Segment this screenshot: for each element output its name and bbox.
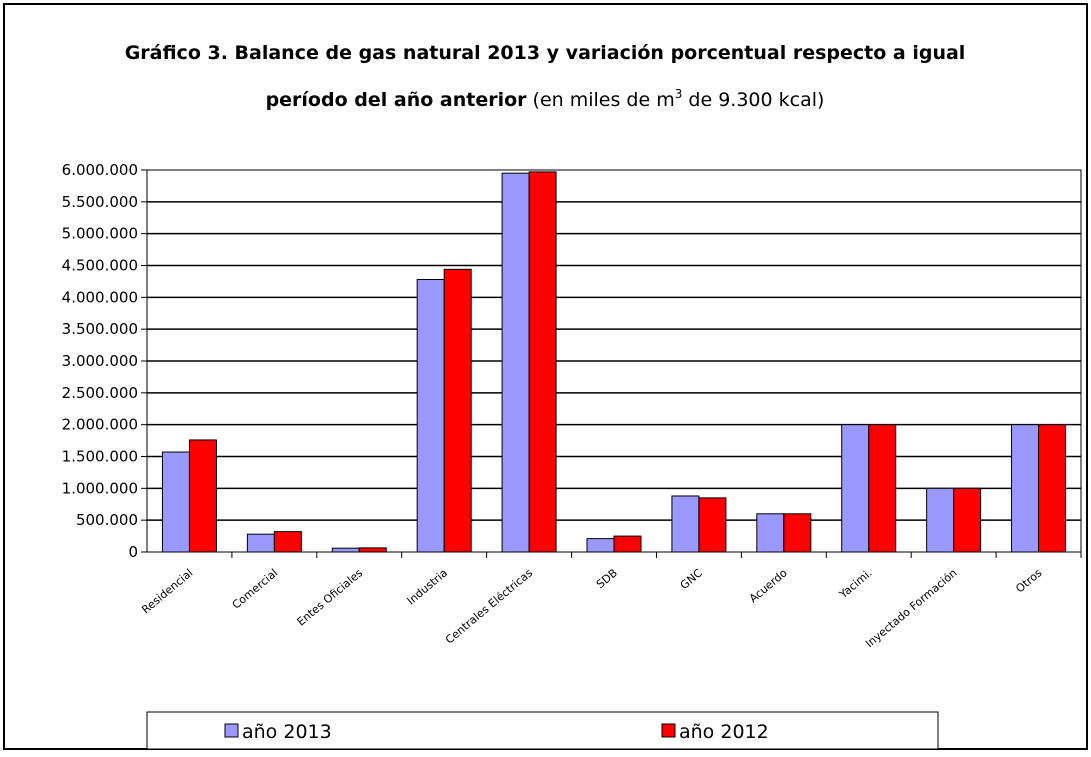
y-tick-label: 2.500.000 <box>62 384 138 402</box>
bar-series-2 <box>1038 424 1067 553</box>
y-axis-ticks: 0 500.000 1.000.000 1.500.000 2.000.000 2.500… <box>62 161 147 561</box>
bar-series-2 <box>188 439 217 553</box>
bar-series-1 <box>1011 424 1040 553</box>
bar-series-1 <box>841 424 870 553</box>
legend-swatch <box>224 723 239 738</box>
y-tick-label: 0 <box>128 543 138 561</box>
chart-title-line1: Gráfico 3. Balance de gas natural 2013 y… <box>125 42 966 64</box>
bar-series-1 <box>161 451 190 553</box>
legend-swatch <box>661 723 676 738</box>
bar-series-2 <box>613 535 642 553</box>
y-tick-label: 1.000.000 <box>62 479 138 497</box>
bar-series-2 <box>528 171 557 553</box>
bar-series-1 <box>586 538 615 553</box>
y-tick-label: 3.500.000 <box>62 320 138 338</box>
legend-label: año 2013 <box>242 721 332 743</box>
legend-box <box>146 711 939 750</box>
bar-series-2 <box>273 531 302 553</box>
y-tick-label: 500.000 <box>76 511 138 529</box>
legend: año 2013 año 2012 <box>224 721 769 743</box>
chart-title-line2: período del año anterior (en miles de m3… <box>266 87 825 111</box>
y-tick-label: 5.500.000 <box>62 193 138 211</box>
bar-series-1 <box>501 172 530 553</box>
gridlines <box>147 201 1081 521</box>
bar-series-2 <box>783 513 812 553</box>
bar-series-2 <box>358 547 387 553</box>
y-tick-label: 2.000.000 <box>62 416 138 434</box>
legend-label: año 2012 <box>679 721 769 743</box>
bar-series-1 <box>756 513 785 553</box>
bar-series-1 <box>416 279 445 553</box>
chart-title-line2-bold: período del año anterior <box>266 89 528 111</box>
bar-series-2 <box>868 424 897 553</box>
bar-series-2 <box>698 497 727 553</box>
y-tick-label: 4.500.000 <box>62 257 138 275</box>
bar-series-2 <box>443 268 472 553</box>
bars <box>161 171 1067 553</box>
chart-title-line2-pre: (en miles de m <box>527 89 675 111</box>
y-tick-label: 1.500.000 <box>62 448 138 466</box>
y-tick-label: 5.000.000 <box>62 225 138 243</box>
y-tick-label: 3.000.000 <box>62 352 138 370</box>
bar-series-2 <box>953 487 982 553</box>
bar-series-1 <box>246 533 275 553</box>
bar-series-1 <box>671 495 700 553</box>
bar-series-1 <box>926 487 955 553</box>
chart-title-sup: 3 <box>675 87 683 101</box>
y-tick-label: 6.000.000 <box>62 161 138 179</box>
chart-title-line2-post: de 9.300 kcal) <box>682 89 824 111</box>
bar-series-1 <box>331 547 360 553</box>
y-tick-label: 4.000.000 <box>62 288 138 306</box>
